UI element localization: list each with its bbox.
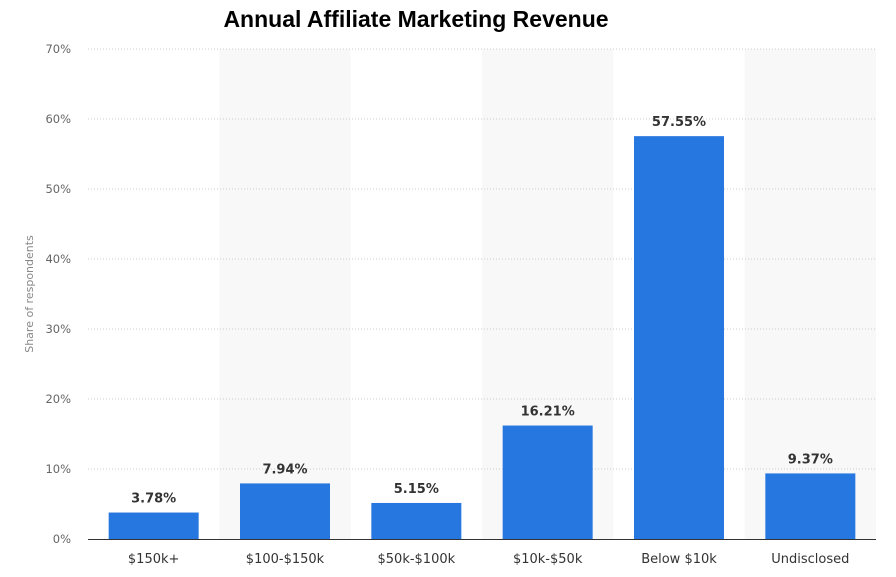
y-axis-label: Share of respondents	[23, 235, 36, 353]
y-tick-label: 60%	[45, 112, 71, 126]
bar	[634, 136, 724, 539]
value-label: 3.78%	[131, 492, 176, 507]
category-label: $100-$150k	[246, 552, 325, 567]
value-label: 57.55%	[652, 115, 706, 130]
bar	[502, 425, 593, 539]
value-label: 9.37%	[788, 452, 833, 467]
bar	[240, 483, 330, 539]
category-label: Below $10k	[641, 552, 717, 567]
background-band	[219, 49, 351, 539]
y-tick-label: 10%	[45, 462, 71, 476]
value-label: 5.15%	[394, 482, 439, 497]
value-label: 16.21%	[521, 405, 575, 420]
bar	[765, 473, 856, 539]
chart-title: Annual Affiliate Marketing Revenue	[223, 6, 609, 32]
category-label: Undisclosed	[771, 552, 849, 567]
background-band	[744, 49, 876, 539]
category-label: $10k-$50k	[513, 552, 583, 567]
bar	[371, 502, 462, 539]
y-tick-label: 0%	[53, 532, 71, 546]
y-tick-label: 40%	[45, 252, 71, 266]
y-tick-label: 70%	[45, 42, 71, 56]
value-label: 7.94%	[262, 462, 307, 477]
category-label: $50k-$100k	[378, 552, 456, 567]
y-tick-label: 30%	[45, 322, 71, 336]
y-tick-label: 50%	[45, 182, 71, 196]
bar	[108, 512, 199, 539]
y-tick-label: 20%	[45, 392, 71, 406]
category-label: $150k+	[128, 552, 180, 567]
